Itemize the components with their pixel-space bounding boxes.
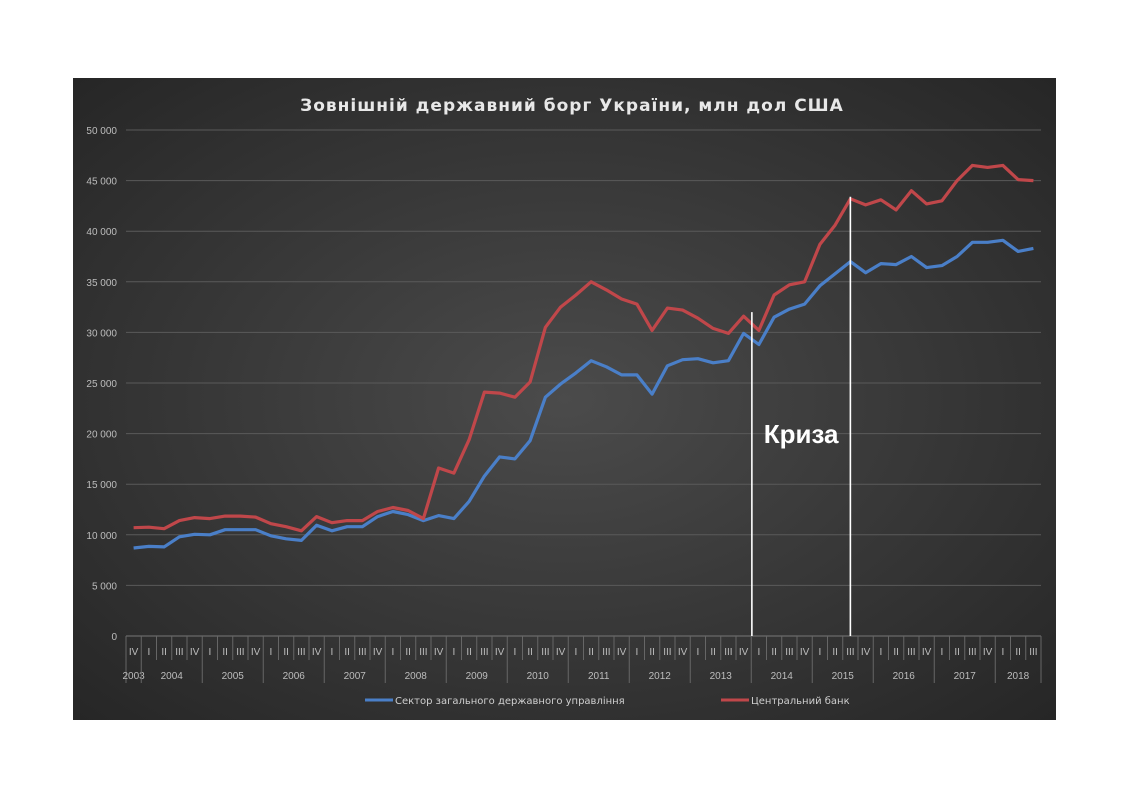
chart-title: Зовнішній державний борг України, млн до… [300,96,844,116]
x-quarter-label: IV [251,647,261,658]
x-year-label: 2014 [771,671,794,682]
x-quarter-label: II [466,647,472,658]
x-quarter-label: I [879,647,882,658]
x-quarter-label: III [541,647,549,658]
x-quarter-label: I [269,647,272,658]
x-quarter-label: IV [617,647,627,658]
y-tick-label: 40 000 [86,227,117,238]
x-quarter-label: I [452,647,455,658]
x-quarter-label: II [649,647,655,658]
x-quarter-label: IV [739,647,749,658]
series-line-government-sector [133,238,1034,550]
x-quarter-label: II [832,647,838,658]
x-quarter-label: II [161,647,167,658]
x-quarter-label: III [663,647,671,658]
x-quarter-label: III [297,647,305,658]
x-quarter-label: II [710,647,716,658]
x-year-label: 2010 [527,671,550,682]
x-year-label: 2012 [649,671,672,682]
x-quarter-label: IV [800,647,810,658]
x-quarter-label: II [771,647,777,658]
x-quarter-label: III [846,647,854,658]
x-quarter-label: III [480,647,488,658]
crisis-label: Криза [764,419,839,449]
x-quarter-label: I [513,647,516,658]
x-year-label: 2018 [1007,671,1030,682]
x-quarter-label: IV [983,647,993,658]
x-year-label: 2015 [832,671,855,682]
x-year-label: 2008 [405,671,428,682]
x-quarter-label: I [818,647,821,658]
y-tick-label: 10 000 [86,531,117,542]
x-year-label: 2013 [710,671,733,682]
x-quarter-label: IV [373,647,383,658]
x-quarter-label: III [785,647,793,658]
y-tick-label: 25 000 [86,379,117,390]
x-year-label: 2007 [344,671,367,682]
x-quarter-label: I [208,647,211,658]
x-quarter-label: III [236,647,244,658]
y-tick-label: 30 000 [86,328,117,339]
x-quarter-label: II [527,647,533,658]
x-quarter-label: III [724,647,732,658]
x-year-label: 2006 [283,671,306,682]
x-quarter-label: II [222,647,228,658]
x-quarter-label: I [940,647,943,658]
x-quarter-label: IV [678,647,688,658]
x-year-label: 2003 [123,671,146,682]
y-tick-label: 50 000 [86,126,117,137]
x-quarter-label: I [696,647,699,658]
x-quarter-label: IV [190,647,200,658]
x-quarter-label: I [391,647,394,658]
legend-label: Сектор загального державного управління [395,695,625,707]
x-quarter-label: II [588,647,594,658]
x-quarter-label: III [175,647,183,658]
x-quarter-label: I [147,647,150,658]
x-quarter-label: IV [129,647,139,658]
x-quarter-label: IV [861,647,871,658]
y-tick-label: 35 000 [86,278,117,289]
y-tick-label: 15 000 [86,480,117,491]
x-quarter-label: III [1029,647,1037,658]
x-quarter-label: II [954,647,960,658]
x-quarter-label: I [757,647,760,658]
x-quarter-label: IV [495,647,505,658]
x-quarter-label: III [907,647,915,658]
y-tick-label: 45 000 [86,177,117,188]
x-quarter-label: I [1001,647,1004,658]
x-quarter-label: II [1015,647,1021,658]
x-quarter-label: III [602,647,610,658]
x-quarter-label: I [330,647,333,658]
x-year-label: 2004 [161,671,184,682]
x-quarter-label: IV [434,647,444,658]
chart-area [73,78,1056,720]
y-tick-label: 5 000 [92,581,117,592]
x-year-label: 2016 [893,671,916,682]
x-quarter-label: I [574,647,577,658]
x-year-label: 2017 [954,671,977,682]
y-tick-label: 20 000 [86,430,117,441]
x-quarter-label: III [358,647,366,658]
x-quarter-label: IV [312,647,322,658]
legend-label: Центральний банк [751,696,850,707]
x-quarter-label: I [635,647,638,658]
x-quarter-label: III [968,647,976,658]
x-quarter-label: II [893,647,899,658]
series-line-central-bank [133,163,1034,533]
x-year-label: 2005 [222,671,245,682]
x-quarter-label: IV [922,647,932,658]
y-tick-label: 0 [111,632,117,643]
x-quarter-label: II [344,647,350,658]
x-quarter-label: II [283,647,289,658]
x-quarter-label: III [419,647,427,658]
x-year-label: 2011 [588,671,610,682]
x-quarter-label: IV [556,647,566,658]
x-quarter-label: II [405,647,411,658]
x-year-label: 2009 [466,671,489,682]
